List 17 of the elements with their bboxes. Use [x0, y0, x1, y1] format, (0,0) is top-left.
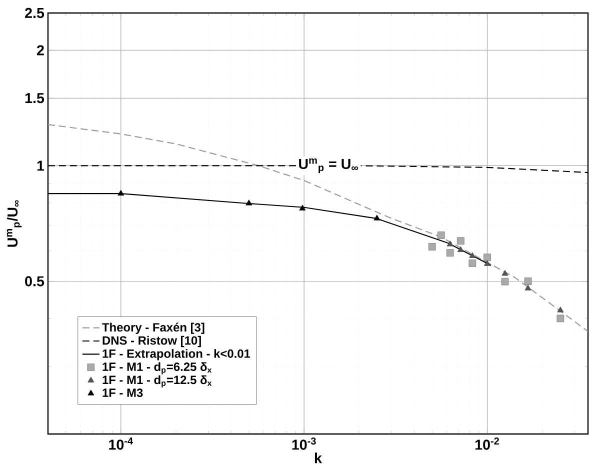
legend-label: 1F - M3: [102, 388, 143, 397]
x-tick-label: 10$^{-4}$: [109, 438, 133, 450]
y-tick-label: 1.5: [25, 93, 44, 104]
y-tick-label: 2: [36, 45, 44, 56]
x-tick-label: 10$^{-2}$: [475, 438, 499, 450]
y-axis-title: U$^{m}$$_{p}$/U$_{∞}$: [6, 200, 22, 247]
legend-label: Theory - Faxén [3]: [102, 322, 204, 334]
x-axis-title: k: [315, 452, 322, 464]
legend-label: DNS - Ristow [10]: [102, 336, 201, 348]
y-tick-label: 0.5: [25, 276, 44, 286]
x-tick-label: 10$^{-3}$: [292, 438, 316, 450]
y-tick-label: 1: [37, 160, 44, 171]
y-tick-label: 2.5: [25, 8, 44, 18]
legend-label: 1F - M1 - d$_{p}$=6.25 δ$_{x}$: [102, 362, 212, 374]
legend-label: 1F - M1 - d$_{p}$=12.5 δ$_{x}$: [102, 375, 212, 388]
annotation: U$^{m}$$_{p}$ = U$_{∞}$: [299, 158, 358, 174]
legend-label: 1F - Extrapolation - k<0.01: [102, 349, 250, 360]
